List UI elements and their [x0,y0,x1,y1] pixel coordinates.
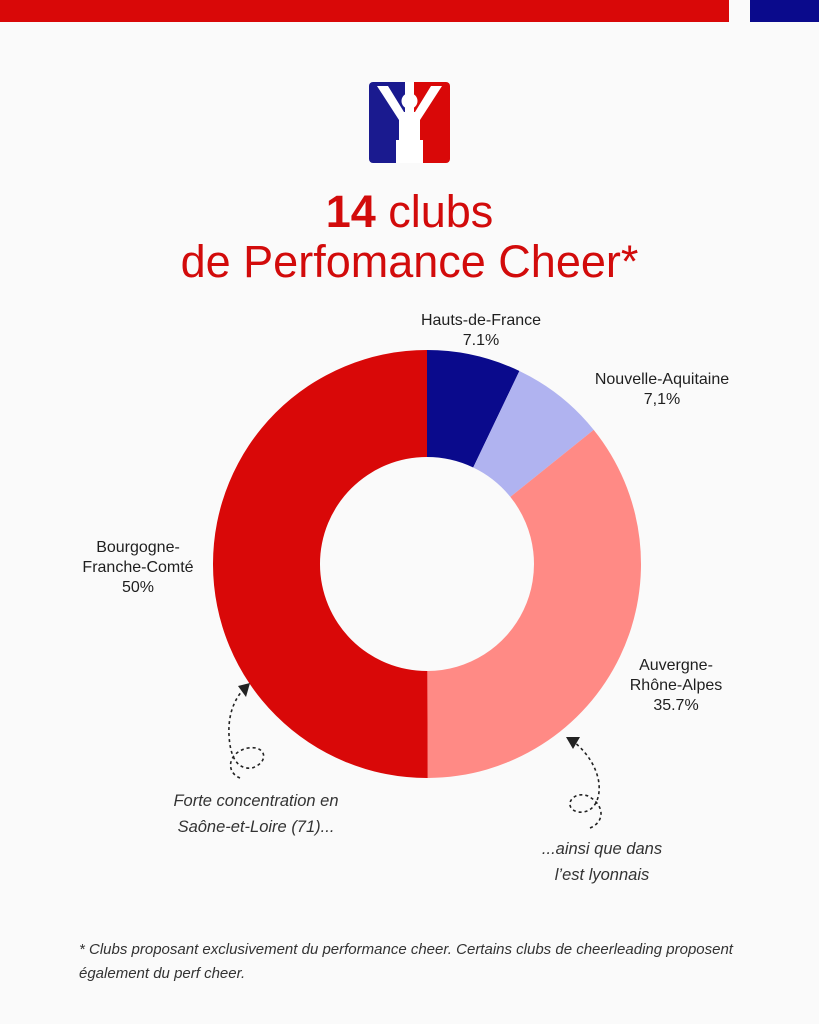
top-bar-red [0,0,729,22]
slice-label-nouvelle-aquitaine: Nouvelle-Aquitaine 7,1% [562,370,762,410]
footnote: * Clubs proposant exclusivement du perfo… [79,941,733,982]
slice-name: Bourgogne- [96,539,180,556]
slice-value: 50% [121,579,155,596]
slice-label-auvergne-rhone-alpes: Auvergne- Rhône-Alpes 35.7% [601,656,751,716]
title-text: clubs [375,186,494,237]
annotation-arrowhead-left [238,683,250,697]
slice-value: 35.7% [653,697,699,714]
slice-value: 7,1% [643,391,681,408]
annotation-line: ...ainsi que dans [541,840,663,858]
top-bar-blue [750,0,819,22]
annotation-arrow-right [569,741,602,829]
slice-name: Franche-Comté [82,559,194,576]
title-number: 14 [325,186,376,237]
cheer-logo-icon [369,82,450,163]
slice-name: Auvergne- [639,657,713,674]
slice-nouvelle-aquitaine [473,370,594,497]
slice-label-bourgogne-franche-comte: Bourgogne- Franche-Comté 50% [58,538,218,598]
slice-bourgogne-franche-comte [212,350,428,778]
annotation-right: ...ainsi que dans l’est lyonnais [482,836,722,888]
slice-name: Hauts-de-France [420,312,542,329]
page-title-line-2: de Perfomance Cheer* [180,236,639,287]
annotation-line: Saône-et-Loire (71)... [177,818,335,836]
slice-name: Nouvelle-Aquitaine [594,371,730,388]
annotation-line: l’est lyonnais [554,866,650,884]
slice-value: 7.1% [462,332,500,349]
annotation-line: Forte concentration en [173,792,339,810]
page-title-line-1: 14 clubs [0,187,819,237]
annotation-left: Forte concentration en Saône-et-Loire (7… [121,788,391,840]
slice-label-hauts-de-france: Hauts-de-France 7.1% [381,311,581,351]
slice-auvergne-rhone-alpes [427,429,641,778]
annotation-arrowhead-right [566,737,580,749]
slice-hauts-de-france [427,350,520,468]
annotation-arrow-left [228,689,265,779]
slice-name: Rhône-Alpes [629,677,723,694]
